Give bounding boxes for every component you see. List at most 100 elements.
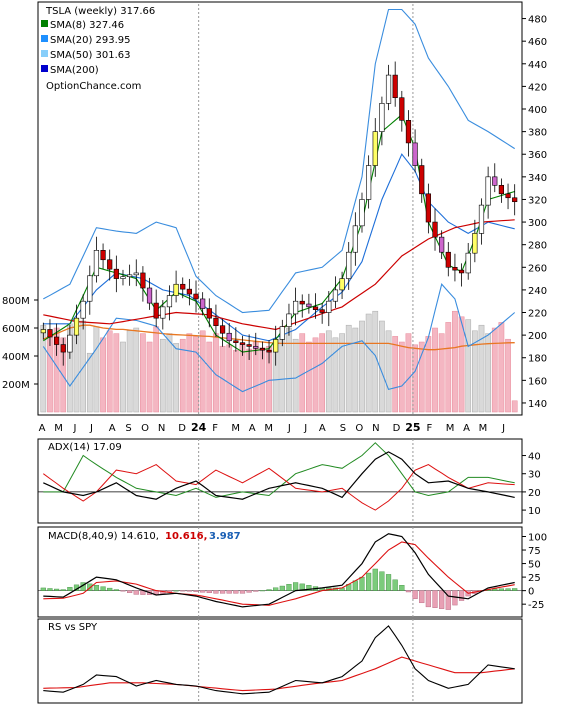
- x-axis-label: M: [479, 423, 488, 434]
- legend-swatch-sma50: [41, 50, 48, 57]
- candle-body: [47, 329, 53, 338]
- volume-bar: [173, 343, 179, 413]
- price-tick-label: 400: [528, 105, 547, 116]
- macd-histogram-bar: [173, 590, 179, 592]
- macd-histogram-bar: [439, 590, 445, 609]
- candle-body: [113, 268, 119, 279]
- macd-histogram-bar: [253, 590, 259, 592]
- price-tick-label: 460: [528, 37, 547, 48]
- bollinger-lower-line: [42, 283, 516, 393]
- candle-body: [505, 193, 511, 199]
- volume-bar: [153, 326, 160, 413]
- chart-title: TSLA (weekly) 317.66: [45, 6, 155, 17]
- volume-bar: [372, 310, 379, 413]
- x-axis-label: 25: [405, 421, 420, 434]
- volume-bar: [140, 333, 146, 413]
- price-tick-label: 340: [528, 173, 547, 184]
- x-axis-label: S: [125, 423, 131, 434]
- volume-bar: [86, 352, 93, 413]
- candle-body: [485, 176, 491, 206]
- macd-histogram-bar: [213, 590, 219, 594]
- candle-body: [173, 283, 179, 296]
- legend-sma8: SMA(8) 327.46: [50, 20, 124, 31]
- candle-body: [219, 325, 226, 334]
- volume-bar: [365, 313, 372, 413]
- volume-bar: [445, 322, 452, 413]
- volume-bar: [186, 333, 193, 413]
- volume-bar: [485, 333, 491, 413]
- volume-bar: [126, 330, 133, 413]
- candle-body: [352, 225, 358, 253]
- volume-bar: [432, 327, 438, 413]
- volume-bar: [491, 327, 498, 413]
- macd-histogram-bar: [219, 590, 226, 594]
- candle-body: [153, 302, 159, 319]
- candle-body: [180, 283, 186, 290]
- candle-body: [206, 308, 212, 319]
- price-tick-label: 240: [528, 286, 547, 297]
- volume-bar: [319, 333, 326, 413]
- volume-bar: [179, 338, 186, 413]
- candle-body: [312, 306, 319, 310]
- macd-histogram-bar: [186, 590, 192, 592]
- candle-body: [425, 193, 431, 223]
- adx-panel-frame: [37, 438, 523, 524]
- x-axis-label: O: [355, 423, 363, 434]
- volume-bar: [47, 336, 53, 413]
- rs-line: [43, 625, 515, 695]
- macd-signal-value: 10.616,: [165, 531, 207, 542]
- macd-histogram-bar: [498, 588, 505, 591]
- volume-bar: [113, 333, 120, 413]
- volume-bar: [385, 330, 392, 413]
- adx-tick-label: 30: [528, 470, 541, 481]
- macd-histogram-bar: [425, 590, 431, 608]
- macd-histogram-bar: [233, 590, 239, 594]
- macd-histogram-bar: [246, 590, 252, 593]
- macd-histogram-bar: [47, 588, 53, 591]
- macd-histogram-bar: [206, 590, 212, 594]
- volume-bar: [166, 333, 173, 413]
- candle-body: [346, 251, 352, 279]
- price-tick-label: 280: [528, 241, 547, 252]
- x-axis-label: M: [54, 423, 63, 434]
- candle-body: [120, 276, 126, 279]
- volume-bar: [345, 324, 352, 413]
- candle-body: [80, 300, 86, 319]
- volume-bar: [226, 344, 233, 413]
- candle-body: [458, 269, 465, 274]
- adx-line: [43, 451, 515, 500]
- macd-histogram-bar: [392, 579, 398, 591]
- volume-bar: [332, 337, 339, 413]
- volume-bar: [146, 341, 153, 413]
- candle-body: [193, 293, 199, 300]
- bollinger-upper-line: [43, 8, 515, 314]
- volume-bar: [478, 324, 485, 413]
- volume-bar: [498, 322, 505, 413]
- macd-histogram-bar: [399, 585, 405, 591]
- x-axis-label: M: [446, 423, 455, 434]
- macd-hist-value: 3.987: [209, 531, 241, 542]
- x-axis-label: 24: [191, 421, 207, 434]
- macd-histogram-bar: [505, 588, 511, 591]
- candle-body: [379, 103, 385, 132]
- x-axis-label: A: [39, 423, 46, 434]
- volume-bar: [133, 327, 140, 413]
- candle-body: [286, 313, 292, 327]
- candle-body: [319, 309, 325, 313]
- candle-body: [140, 272, 146, 289]
- candle-body: [246, 344, 252, 347]
- x-axis-label: J: [73, 423, 77, 434]
- x-axis-label: J: [303, 423, 307, 434]
- volume-bar: [232, 350, 239, 413]
- candle-body: [127, 274, 133, 278]
- volume-bar: [106, 330, 113, 413]
- adx-tick-label: 20: [528, 488, 541, 499]
- candle-body: [73, 317, 80, 336]
- legend-swatch-sma200: [41, 65, 48, 72]
- macd-histogram-bar: [432, 590, 438, 608]
- x-axis-label: J: [287, 423, 291, 434]
- candle-body: [200, 298, 206, 309]
- volume-tick-label: 400M: [2, 352, 30, 363]
- x-axis-label: F: [427, 423, 433, 434]
- volume-bar: [425, 336, 432, 413]
